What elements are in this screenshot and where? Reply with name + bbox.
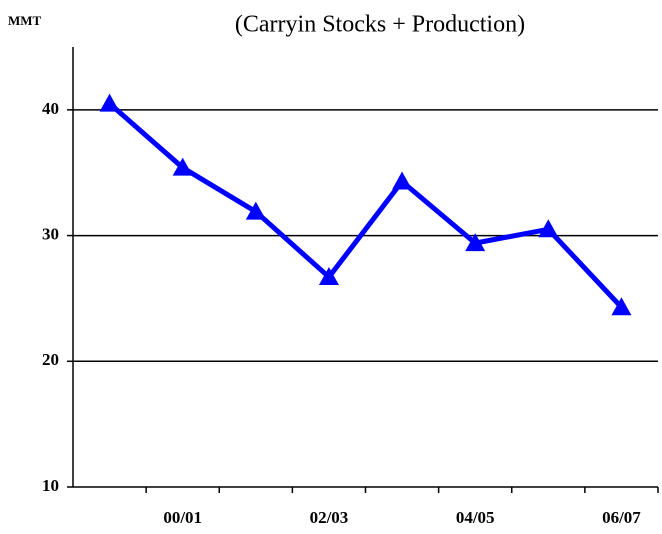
- y-tick-label: 30: [42, 224, 59, 243]
- x-tick-label: 06/07: [602, 508, 641, 527]
- series-line: [107, 101, 624, 309]
- point-marker: [245, 201, 266, 220]
- point-marker: [172, 157, 193, 176]
- point-marker: [538, 219, 559, 238]
- point-marker: [318, 267, 339, 286]
- point-marker: [392, 171, 413, 190]
- y-tick-label: 40: [42, 99, 59, 118]
- y-tick-label: 10: [42, 476, 59, 495]
- y-axis-label: MMT: [8, 13, 42, 28]
- x-tick-label: 04/05: [456, 508, 495, 527]
- y-tick-label: 20: [42, 350, 59, 369]
- point-marker: [465, 233, 486, 252]
- chart-title: (Carryin Stocks + Production): [235, 12, 525, 38]
- x-tick-label: 02/03: [310, 508, 349, 527]
- point-marker: [99, 93, 120, 112]
- x-tick-label: 00/01: [163, 508, 202, 527]
- point-marker: [611, 297, 632, 316]
